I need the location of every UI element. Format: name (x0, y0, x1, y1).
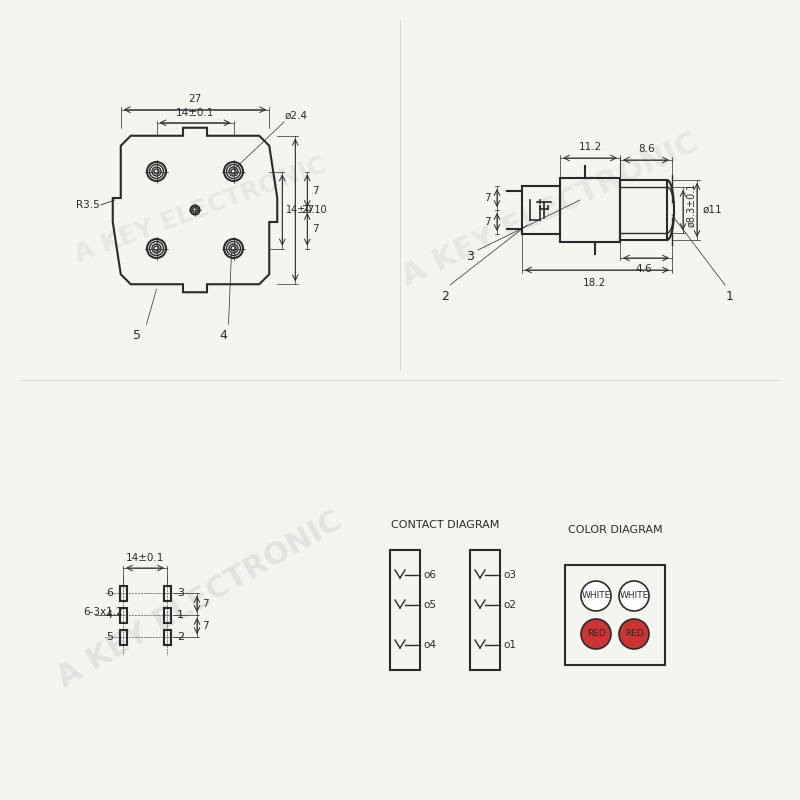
Text: 5: 5 (106, 632, 113, 642)
Text: ø8.3±0.1: ø8.3±0.1 (686, 183, 696, 227)
Text: A KEY ELECTRONIC: A KEY ELECTRONIC (71, 154, 329, 266)
Text: o4: o4 (423, 640, 436, 650)
Bar (565, 565, 665, 665)
Text: 7: 7 (312, 186, 319, 196)
Text: 1: 1 (726, 290, 734, 303)
Text: WHITE: WHITE (619, 591, 649, 601)
Text: 11.2: 11.2 (578, 142, 602, 152)
Circle shape (581, 581, 611, 611)
Text: ø2.4: ø2.4 (284, 110, 307, 121)
Text: A KEY ELECTRONIC: A KEY ELECTRONIC (53, 506, 347, 694)
Bar (470, 550, 500, 670)
Bar (163, 586, 170, 601)
Text: 2: 2 (177, 632, 184, 642)
Text: 14±0.10: 14±0.10 (286, 205, 328, 215)
Text: 4: 4 (106, 610, 113, 620)
Text: o6: o6 (423, 570, 436, 580)
Text: 8.6: 8.6 (638, 144, 655, 154)
Text: 3: 3 (466, 250, 474, 263)
Circle shape (619, 581, 649, 611)
Text: o5: o5 (423, 600, 436, 610)
Text: 1: 1 (177, 610, 184, 620)
Text: 3: 3 (177, 588, 184, 598)
Bar (620, 180, 667, 240)
Text: RED: RED (625, 630, 643, 638)
Bar (119, 586, 126, 601)
Text: 7: 7 (202, 599, 209, 609)
Bar (163, 607, 170, 622)
Text: 4: 4 (219, 330, 227, 342)
Text: ø11: ø11 (703, 205, 722, 215)
Circle shape (619, 619, 649, 649)
Bar (390, 550, 420, 670)
Text: 7: 7 (202, 621, 209, 631)
Bar (522, 186, 560, 234)
Text: 7: 7 (484, 217, 491, 227)
Text: o3: o3 (503, 570, 516, 580)
Text: o2: o2 (503, 600, 516, 610)
Circle shape (581, 619, 611, 649)
Text: A KEY ELECTRONIC: A KEY ELECTRONIC (397, 129, 703, 291)
Text: WHITE: WHITE (582, 591, 610, 601)
Text: 27: 27 (302, 205, 314, 215)
Text: 2: 2 (441, 290, 449, 303)
Text: 14±0.1: 14±0.1 (126, 553, 164, 563)
Text: 4.6: 4.6 (635, 264, 652, 274)
Text: CONTACT DIAGRAM: CONTACT DIAGRAM (391, 520, 499, 530)
Text: R3.5: R3.5 (76, 200, 99, 210)
Text: COLOR DIAGRAM: COLOR DIAGRAM (568, 525, 662, 535)
Text: RED: RED (586, 630, 606, 638)
Bar (119, 630, 126, 645)
Bar (119, 607, 126, 622)
Bar (163, 630, 170, 645)
Text: 14±0.1: 14±0.1 (176, 108, 214, 118)
Text: 7: 7 (312, 224, 319, 234)
Text: 27: 27 (188, 94, 202, 104)
Text: o1: o1 (503, 640, 516, 650)
Text: 18.2: 18.2 (583, 278, 606, 288)
Bar (560, 178, 620, 242)
Text: 7: 7 (484, 193, 491, 203)
Text: 6-3x1.2: 6-3x1.2 (83, 607, 122, 617)
Text: 6: 6 (106, 588, 113, 598)
Text: 5: 5 (133, 330, 141, 342)
